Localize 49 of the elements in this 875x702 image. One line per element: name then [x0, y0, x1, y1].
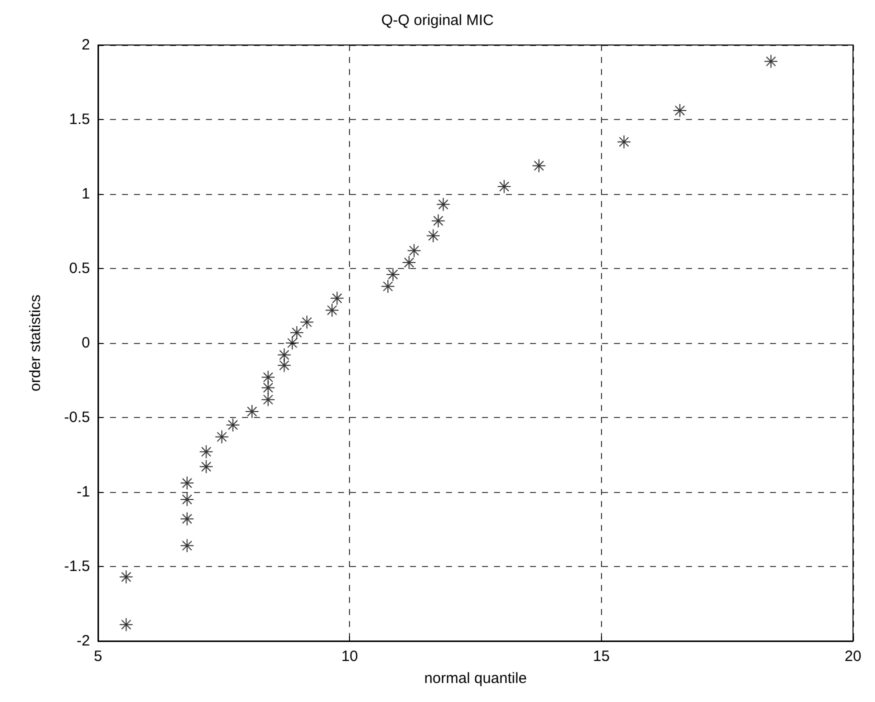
y-tick-label: 1.5	[69, 111, 90, 128]
point	[285, 336, 300, 350]
x-axis-title: normal quantile	[424, 670, 527, 687]
point	[277, 348, 292, 362]
y-tick-label: -2	[76, 632, 90, 650]
y-tick-label: 0	[82, 334, 90, 352]
x-tick-label: 10	[341, 648, 358, 665]
point	[199, 460, 214, 474]
x-tick-label: 20	[844, 648, 862, 665]
y-tick-label: -0.5	[64, 409, 90, 426]
y-tick-label: -1	[76, 484, 90, 500]
point	[330, 291, 344, 306]
point	[436, 197, 450, 212]
point	[245, 404, 260, 419]
chart-title: Q-Q original MIC	[381, 12, 494, 29]
point	[386, 267, 400, 282]
x-tick-label: 15	[592, 648, 610, 665]
point	[325, 303, 340, 318]
point	[119, 618, 134, 632]
x-tick-label: 5	[94, 648, 102, 665]
point	[616, 134, 631, 149]
y-axis-title: order statistics	[27, 294, 44, 392]
point	[300, 315, 314, 330]
point	[180, 538, 194, 553]
point	[261, 392, 276, 407]
point	[226, 418, 240, 432]
point	[277, 358, 292, 372]
point	[261, 370, 276, 384]
point	[532, 158, 546, 173]
point	[180, 512, 194, 526]
point	[497, 180, 512, 194]
point	[199, 444, 214, 459]
point	[119, 570, 134, 584]
point	[426, 228, 440, 243]
point	[180, 476, 194, 490]
point	[402, 256, 416, 270]
point	[261, 380, 276, 395]
point	[180, 492, 194, 506]
point	[431, 214, 446, 228]
y-tick-label: 1	[82, 186, 90, 202]
point	[407, 244, 422, 258]
point	[764, 54, 778, 68]
point	[672, 104, 687, 118]
y-tick-label: 0.5	[69, 260, 90, 277]
y-tick-label: 2	[82, 36, 90, 54]
point	[214, 430, 229, 444]
point	[290, 326, 304, 340]
point	[380, 279, 395, 294]
y-tick-label: -1.5	[64, 558, 90, 575]
